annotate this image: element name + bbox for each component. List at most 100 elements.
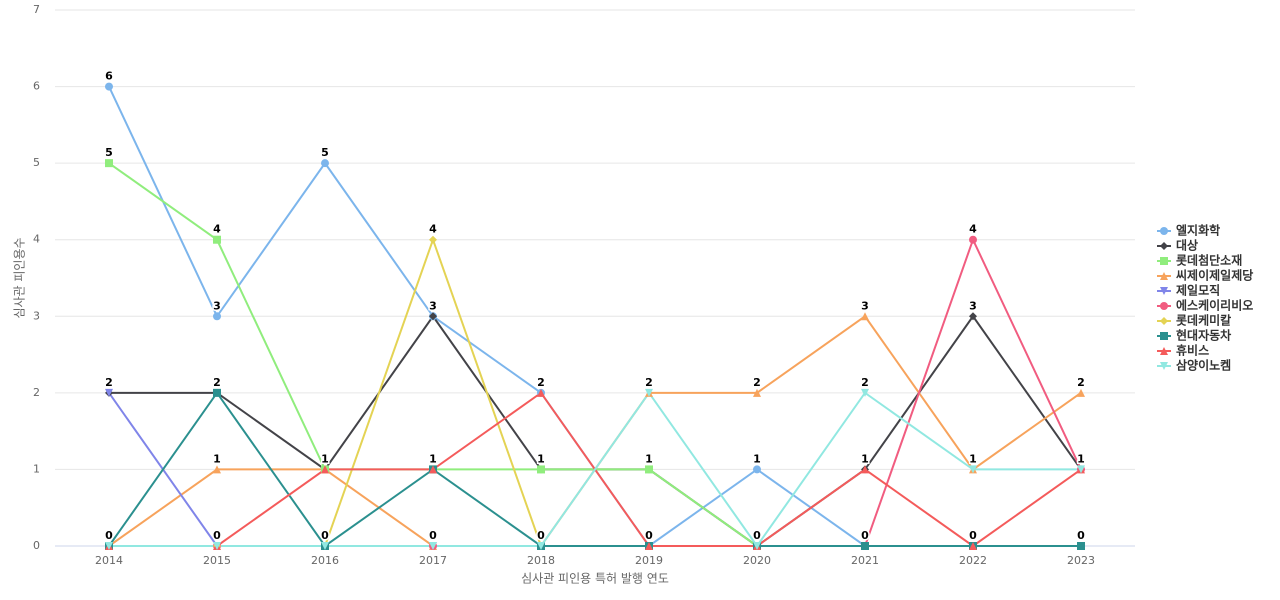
- marker: [1160, 227, 1168, 235]
- marker: [969, 235, 977, 244]
- legend-item: 씨제이제일제당: [1157, 268, 1253, 283]
- x-tick-label: 2017: [419, 554, 447, 567]
- legend-label: 삼양이노켐: [1176, 358, 1231, 373]
- marker: [213, 542, 221, 550]
- data-label: 0: [213, 529, 221, 542]
- data-label: 0: [753, 529, 761, 542]
- series-line: [108, 314, 1082, 547]
- series-line: [109, 314, 1082, 548]
- marker: [861, 312, 869, 321]
- marker: [321, 465, 329, 474]
- marker: [429, 235, 437, 244]
- legend-label: 대상: [1176, 238, 1198, 253]
- y-axis-title: 심사관 피인용수: [13, 237, 27, 318]
- data-label: 4: [213, 223, 221, 236]
- marker: [105, 388, 113, 397]
- data-label: 0: [537, 529, 545, 542]
- y-tick-label: 2: [33, 386, 40, 399]
- marker: [105, 159, 113, 168]
- legend-label: 씨제이제일제당: [1176, 268, 1253, 283]
- y-tick-label: 7: [33, 3, 40, 16]
- data-label: 0: [321, 529, 329, 542]
- data-label: 0: [429, 529, 437, 542]
- x-tick-label: 2020: [743, 554, 771, 567]
- x-tick-label: 2019: [635, 554, 663, 567]
- marker: [1077, 465, 1085, 474]
- marker: [429, 542, 437, 550]
- data-label: 3: [213, 299, 221, 312]
- marker: [1160, 347, 1168, 355]
- data-label: 2: [537, 376, 545, 389]
- marker: [213, 312, 221, 321]
- data-label: 3: [429, 299, 437, 312]
- marker: [969, 542, 977, 550]
- marker: [1160, 287, 1168, 295]
- data-label: 0: [1077, 529, 1085, 542]
- marker: [753, 465, 761, 474]
- data-label: 2: [1077, 376, 1085, 389]
- marker: [213, 388, 221, 397]
- x-tick-label: 2014: [95, 554, 123, 567]
- data-label: 3: [969, 299, 977, 312]
- marker: [1160, 362, 1168, 370]
- marker: [1160, 242, 1168, 250]
- legend-label: 제일모직: [1176, 283, 1220, 298]
- legend-item: 대상: [1157, 238, 1198, 253]
- marker: [1160, 332, 1168, 340]
- marker: [321, 542, 329, 550]
- y-tick-label: 3: [33, 309, 40, 322]
- data-label: 1: [429, 452, 437, 465]
- x-tick-label: 2023: [1067, 554, 1095, 567]
- series-line: [108, 162, 1081, 547]
- data-label: 1: [753, 452, 761, 465]
- data-label: 1: [1077, 452, 1085, 465]
- marker: [645, 465, 653, 474]
- data-label: 1: [645, 452, 653, 465]
- legend-label: 현대자동차: [1176, 328, 1231, 343]
- marker: [645, 542, 653, 550]
- legend-item: 엘지화학: [1157, 223, 1220, 238]
- data-label: 0: [969, 529, 977, 542]
- marker: [969, 312, 977, 321]
- marker: [1160, 272, 1168, 280]
- legend-label: 롯데케미칼: [1176, 313, 1231, 328]
- data-label: 5: [321, 146, 329, 159]
- data-label: 2: [105, 376, 113, 389]
- marker: [105, 82, 113, 91]
- x-axis-title: 심사관 피인용 특허 발행 연도: [521, 571, 669, 586]
- series-line: [108, 391, 1081, 548]
- legend-label: 롯데첨단소재: [1176, 253, 1242, 268]
- marker: [1077, 542, 1085, 550]
- data-label: 3: [861, 299, 869, 312]
- marker: [537, 542, 545, 550]
- legend-label: 휴비스: [1176, 343, 1209, 358]
- legend-label: 에스케이리비오: [1176, 298, 1253, 313]
- series-line: [109, 391, 1081, 548]
- marker: [213, 235, 221, 244]
- marker: [429, 312, 437, 321]
- legend-item: 현대자동차: [1157, 328, 1231, 343]
- marker: [321, 159, 329, 168]
- marker: [969, 465, 977, 474]
- data-label: 1: [321, 452, 329, 465]
- marker: [861, 465, 869, 474]
- legend-item: 제일모직: [1157, 283, 1220, 298]
- data-label: 2: [861, 376, 869, 389]
- data-label: 2: [645, 376, 653, 389]
- legend-item: 롯데첨단소재: [1157, 253, 1242, 268]
- x-tick-label: 2018: [527, 554, 555, 567]
- marker: [1160, 302, 1168, 310]
- data-label: 2: [753, 376, 761, 389]
- legend-item: 에스케이리비오: [1157, 298, 1253, 313]
- y-tick-label: 5: [33, 156, 40, 169]
- data-label: 1: [969, 452, 977, 465]
- marker: [105, 542, 113, 550]
- y-tick-label: 4: [33, 233, 40, 246]
- legend-item: 롯데케미칼: [1157, 313, 1231, 328]
- data-label: 4: [969, 223, 977, 236]
- data-label: 1: [213, 452, 221, 465]
- legend-item: 휴비스: [1157, 343, 1209, 358]
- legend-label: 엘지화학: [1176, 223, 1220, 238]
- data-label: 6: [105, 70, 113, 83]
